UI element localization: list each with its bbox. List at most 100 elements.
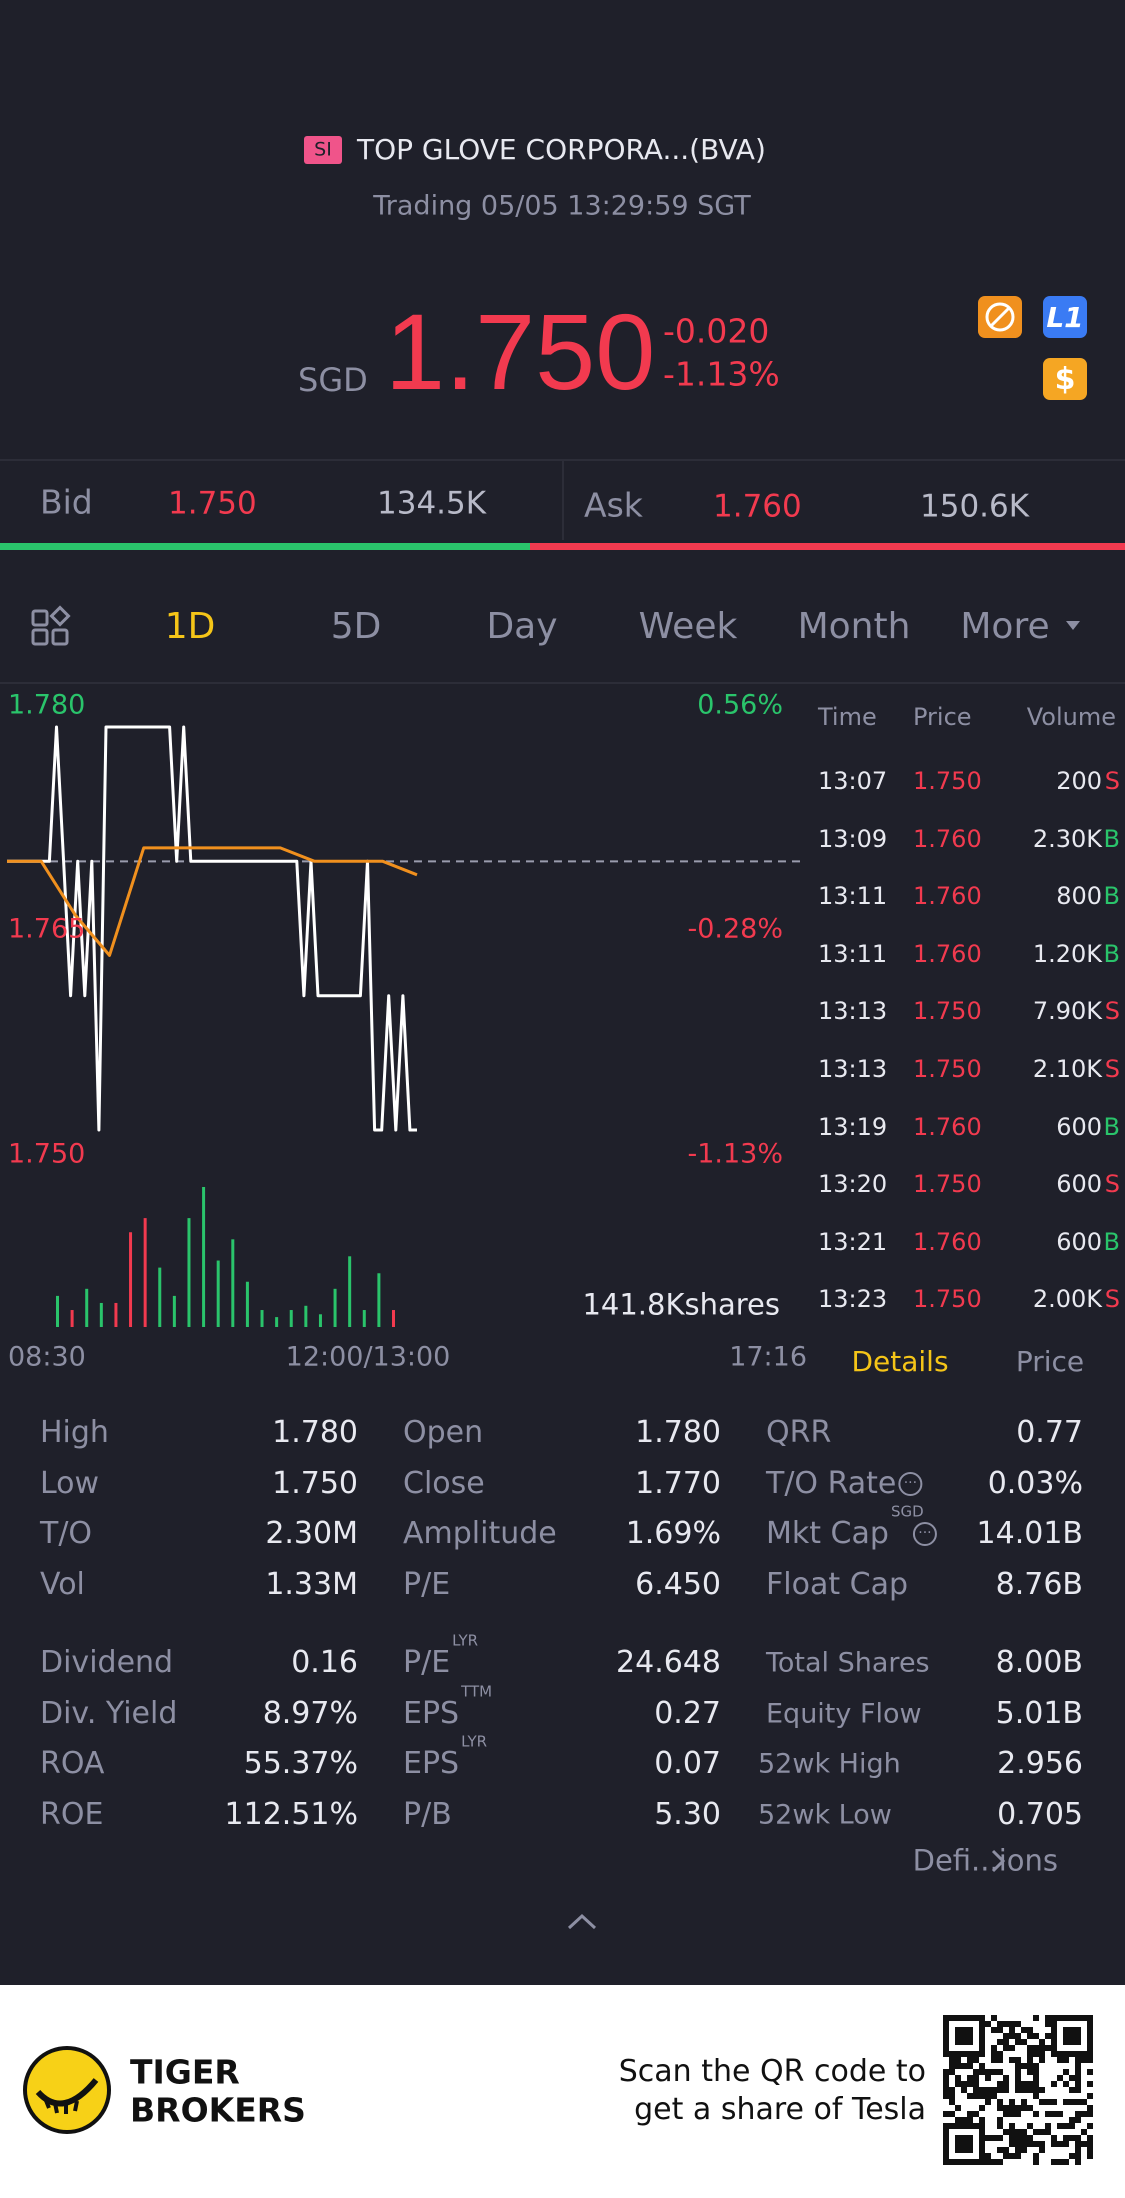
qr-module [1075,2147,1081,2153]
collapse-chevron[interactable] [567,1913,597,1930]
stat-value: 5.30 [654,1797,721,1832]
badge-bg [304,136,342,164]
average-line [7,846,418,957]
qr-module [979,2129,985,2135]
trade-price: 1.750 [913,1055,982,1083]
qr-module [967,2141,973,2147]
trade-side: B [1103,1227,1120,1256]
qr-module [1057,2111,1063,2117]
volume-bar [172,1295,176,1327]
period-tab[interactable]: 1D [164,606,216,647]
stat-label: P/E [403,1567,451,1602]
qr-module [991,2069,997,2075]
qr-module [1069,2033,1075,2039]
qr-module [955,2141,961,2147]
stat-value: 112.51% [224,1797,358,1832]
qr-module [949,2015,955,2021]
qr-module [1075,2099,1081,2105]
qr-module [1015,2087,1021,2093]
qr-module [1039,2099,1045,2105]
qr-module [973,2159,979,2165]
trade-time: 13:19 [818,1112,888,1141]
qr-module [949,2069,955,2075]
qr-module [1075,2135,1081,2141]
qr-module [1009,2105,1015,2111]
detail-tab[interactable]: Details [851,1345,949,1378]
stat-value: 1.33M [265,1567,358,1602]
qr-module [1057,2141,1063,2147]
qr-module [1051,2033,1057,2039]
qr-module [1009,2027,1015,2033]
qr-module [955,2057,961,2063]
qr-module [1015,2111,1021,2117]
qr-module [985,2093,991,2099]
definitions-link[interactable]: Defi...ions [912,1843,1058,1878]
qr-module [1069,2051,1075,2057]
qr-module [1045,2129,1051,2135]
qr-module [1039,2087,1045,2093]
period-tab[interactable]: More [960,606,1050,647]
qr-module [1033,2093,1039,2099]
stat-value: 1.770 [635,1466,721,1501]
detail-tab[interactable]: Price [1015,1345,1085,1378]
qr-module [949,2111,955,2117]
grid-icon [31,605,71,646]
period-tab[interactable]: 5D [330,606,382,647]
qr-module [943,2015,949,2021]
qr-module [979,2051,985,2057]
volume-bar [202,1187,206,1327]
qr-module [1033,2141,1039,2147]
qr-module [1081,2099,1087,2105]
ask-price: 1.760 [713,488,802,525]
qr-module [997,2081,1003,2087]
qr-module [1033,2051,1039,2057]
ask-bar [530,543,1125,550]
qr-module [1081,2015,1087,2021]
qr-module [943,2081,949,2087]
y-tick-label: 1.780 [8,689,86,721]
qr-module [943,2129,949,2135]
stat-label: ROA [40,1746,105,1781]
qr-module [955,2159,961,2165]
qr-module [943,2069,949,2075]
qr-module [943,2039,949,2045]
qr-module [979,2045,985,2051]
stat-label: Mkt Cap [766,1516,889,1551]
qr-module [1033,2153,1039,2159]
stat-label: EPS [403,1746,460,1781]
qr-module [949,2063,955,2069]
qr-module [979,2063,985,2069]
qr-module [949,2099,955,2105]
qr-module [1075,2051,1081,2057]
qr-module [997,2027,1003,2033]
trade-side: S [1104,1170,1120,1199]
qr-module [991,2093,997,2099]
info-icon [912,1522,937,1546]
period-tab[interactable]: Week [638,606,738,647]
qr-module [1003,2129,1009,2135]
qr-module [967,2039,973,2045]
volume-bar [333,1288,337,1327]
period-tab[interactable]: Day [486,606,558,647]
svg-text:L1: L1 [1046,301,1083,334]
qr-module [1015,2069,1021,2075]
qr-module [1081,2051,1087,2057]
ask-size: 150.6K [920,488,1030,525]
stat-label: Div. Yield [40,1696,178,1731]
trade-price: 1.760 [913,1227,982,1256]
trade-time: 13:20 [818,1170,888,1199]
qr-module [1015,2075,1021,2081]
qr-module [1069,2123,1075,2129]
qr-module [1063,2033,1069,2039]
period-tab[interactable]: Month [797,606,911,647]
stat-label: High [40,1415,109,1450]
qr-module [991,2045,997,2051]
qr-module [979,2117,985,2123]
stat-label: 52wk High [758,1748,901,1780]
qr-module [955,2135,961,2141]
trade-price: 1.760 [913,939,982,968]
qr-module [997,2117,1003,2123]
qr-module [1027,2087,1033,2093]
qr-module [985,2153,991,2159]
qr-module [1033,2159,1039,2165]
